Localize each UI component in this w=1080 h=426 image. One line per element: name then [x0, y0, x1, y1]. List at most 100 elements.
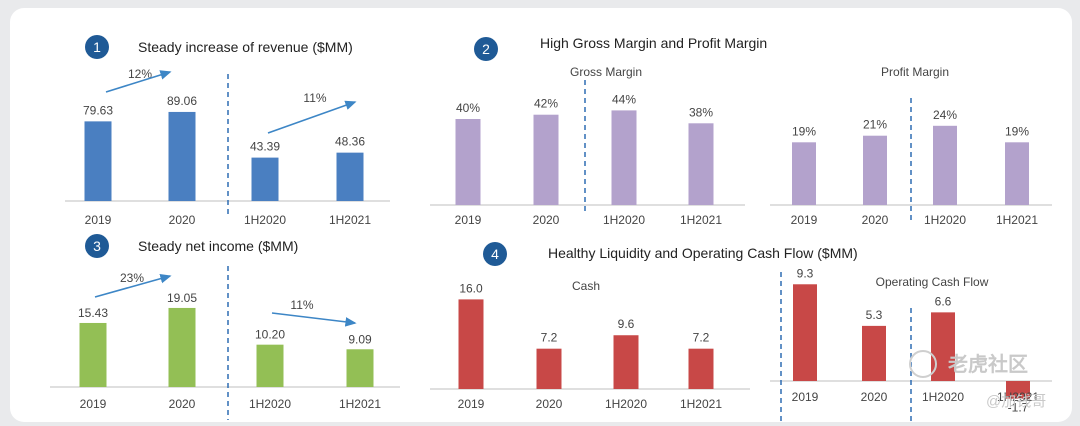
- profit-margin-category-label: 2019: [791, 213, 818, 227]
- revenue-growth-1h: 11%: [303, 91, 326, 105]
- ocf-category-label: 2020: [861, 390, 888, 404]
- revenue-value-label: 43.39: [250, 140, 280, 154]
- profit-margin-value-label: 19%: [1005, 124, 1029, 138]
- cash-category-label: 2019: [458, 397, 485, 411]
- net-income-growth-arrow-annual: [94, 273, 172, 298]
- dashboard-card: 1 Steady increase of revenue ($MM) 79.63 20…: [10, 8, 1072, 422]
- net-income-badge-number: 3: [93, 238, 101, 254]
- profit-margin-subtitle: Profit Margin: [881, 65, 949, 79]
- net-income-growth-1h: 11%: [290, 298, 313, 312]
- revenue-category-label: 1H2021: [329, 213, 371, 227]
- liquidity-title: Healthy Liquidity and Operating Cash Flo…: [548, 245, 858, 261]
- financial-charts-canvas: 1 Steady increase of revenue ($MM) 79.63 20…: [50, 35, 1052, 422]
- profit-margin-bar-2020: [863, 135, 887, 205]
- revenue-value-label: 89.06: [167, 94, 197, 108]
- liquidity-badge-number: 4: [491, 246, 499, 262]
- net-income-category-label: 2019: [80, 397, 107, 411]
- net-income-bar-2019: [79, 322, 107, 387]
- ocf-bar-1h2021: [1006, 381, 1030, 399]
- net-income-value-label: 9.09: [348, 332, 372, 346]
- revenue-bar-1h2021: [336, 152, 364, 201]
- revenue-category-label: 1H2020: [244, 213, 286, 227]
- net-income-value-label: 19.05: [167, 291, 197, 305]
- revenue-title: Steady increase of revenue ($MM): [138, 39, 353, 55]
- ocf-value-label: 5.3: [866, 308, 883, 322]
- net-income-bar-1h2021: [346, 349, 374, 387]
- ocf-value-label: 6.6: [935, 294, 952, 308]
- gross-margin-bar-1h2021: [688, 123, 714, 205]
- revenue-category-label: 2020: [169, 213, 196, 227]
- cash-value-label: 7.2: [693, 331, 710, 345]
- net-income-category-label: 1H2020: [249, 397, 291, 411]
- net-income-category-label: 1H2021: [339, 397, 381, 411]
- gross-margin-category-label: 1H2020: [603, 213, 645, 227]
- margins-title: High Gross Margin and Profit Margin: [540, 35, 767, 51]
- net-income-growth-arrow-half: [271, 312, 357, 327]
- gross-margin-value-label: 42%: [534, 97, 558, 111]
- revenue-badge-circle: [85, 35, 109, 59]
- revenue-bar-1h2020: [251, 157, 279, 201]
- gross-margin-value-label: 40%: [456, 101, 480, 115]
- revenue-category-label: 2019: [85, 213, 112, 227]
- ocf-subtitle: Operating Cash Flow: [876, 275, 989, 289]
- revenue-value-label: 79.63: [83, 103, 113, 117]
- tiger-logo-icon: [909, 350, 937, 378]
- revenue-bar-2019: [84, 121, 112, 201]
- gross-margin-category-label: 2019: [455, 213, 482, 227]
- net-income-title: Steady net income ($MM): [138, 238, 298, 254]
- cash-category-label: 1H2020: [605, 397, 647, 411]
- net-income-badge-circle: [85, 234, 109, 258]
- profit-margin-bar-2019: [792, 142, 816, 205]
- gross-margin-subtitle: Gross Margin: [570, 65, 642, 79]
- revenue-growth-arrow-half: [267, 100, 357, 134]
- revenue-bar-2020: [168, 111, 196, 201]
- ocf-category-label: 1H2020: [922, 390, 964, 404]
- profit-margin-bar-1h2020: [933, 125, 957, 205]
- gross-margin-value-label: 38%: [689, 105, 713, 119]
- revenue-growth-arrow-annual: [105, 70, 172, 93]
- cash-bar-2020: [536, 348, 562, 389]
- ocf-bar-2020: [862, 325, 886, 381]
- net-income-bar-2020: [168, 307, 196, 387]
- gross-margin-category-label: 1H2021: [680, 213, 722, 227]
- profit-margin-category-label: 1H2020: [924, 213, 966, 227]
- profit-margin-category-label: 1H2021: [996, 213, 1038, 227]
- revenue-value-label: 48.36: [335, 135, 365, 149]
- gross-margin-bar-2020: [533, 114, 559, 205]
- gross-margin-category-label: 2020: [533, 213, 560, 227]
- revenue-badge-number: 1: [93, 39, 101, 55]
- ocf-value-label: 9.3: [797, 266, 814, 280]
- cash-category-label: 1H2021: [680, 397, 722, 411]
- ocf-category-label: 2019: [792, 390, 819, 404]
- margins-badge-number: 2: [482, 41, 490, 57]
- cash-bar-2019: [458, 299, 484, 389]
- gross-margin-bar-1h2020: [611, 110, 637, 205]
- profit-margin-category-label: 2020: [862, 213, 889, 227]
- watermark-handle: @加钱哥: [986, 393, 1046, 410]
- cash-category-label: 2020: [536, 397, 563, 411]
- profit-margin-value-label: 21%: [863, 118, 887, 132]
- ocf-bar-2019: [793, 284, 817, 381]
- net-income-growth-2020: 23%: [120, 271, 144, 285]
- cash-bar-1h2020: [613, 335, 639, 389]
- net-income-bar-1h2020: [256, 344, 284, 387]
- cash-subtitle: Cash: [572, 279, 600, 293]
- cash-bar-1h2021: [688, 348, 714, 389]
- cash-value-label: 16.0: [459, 281, 483, 295]
- cash-value-label: 9.6: [618, 317, 635, 331]
- revenue-growth-2020: 12%: [128, 67, 152, 81]
- profit-margin-bar-1h2021: [1005, 142, 1029, 205]
- margins-badge-circle: [474, 37, 498, 61]
- watermark-brand: 老虎社区: [948, 352, 1028, 376]
- liquidity-badge-circle: [483, 242, 507, 266]
- profit-margin-value-label: 19%: [792, 124, 816, 138]
- profit-margin-value-label: 24%: [933, 108, 957, 122]
- gross-margin-value-label: 44%: [612, 92, 636, 106]
- net-income-value-label: 10.20: [255, 328, 285, 342]
- cash-value-label: 7.2: [541, 331, 558, 345]
- gross-margin-bar-2019: [455, 119, 481, 205]
- net-income-category-label: 2020: [169, 397, 196, 411]
- net-income-value-label: 15.43: [78, 306, 108, 320]
- ocf-category-label: 1H2021: [997, 390, 1039, 404]
- ocf-value-label: -1.7: [1008, 401, 1029, 415]
